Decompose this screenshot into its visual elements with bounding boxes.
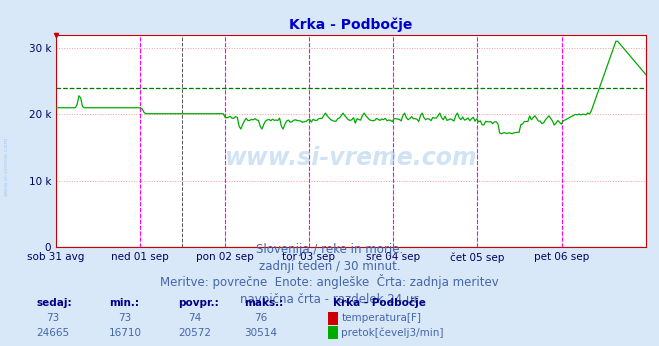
Text: 73: 73 [46,313,59,323]
Text: maks.:: maks.: [244,298,283,308]
Text: www.si-vreme.com: www.si-vreme.com [225,146,477,170]
Text: sedaj:: sedaj: [36,298,72,308]
Text: Meritve: povrečne  Enote: angleške  Črta: zadnja meritev: Meritve: povrečne Enote: angleške Črta: … [160,274,499,290]
Text: pretok[čevelj3/min]: pretok[čevelj3/min] [341,327,444,338]
Text: 24665: 24665 [36,328,69,338]
Text: 73: 73 [119,313,132,323]
Text: povpr.:: povpr.: [178,298,219,308]
Title: Krka - Podbočje: Krka - Podbočje [289,18,413,32]
Text: Slovenija / reke in morje.: Slovenija / reke in morje. [256,243,403,256]
Text: zadnji teden / 30 minut.: zadnji teden / 30 minut. [259,260,400,273]
Text: 16710: 16710 [109,328,142,338]
Text: min.:: min.: [109,298,139,308]
Text: www.si-vreme.com: www.si-vreme.com [4,136,9,196]
Text: 20572: 20572 [178,328,211,338]
Text: navpična črta - razdelek 24 ur: navpična črta - razdelek 24 ur [241,293,418,306]
Text: Krka - Podbočje: Krka - Podbočje [333,298,426,308]
Text: temperatura[F]: temperatura[F] [341,313,421,323]
Text: 76: 76 [254,313,267,323]
Text: 74: 74 [188,313,201,323]
Text: 30514: 30514 [244,328,277,338]
